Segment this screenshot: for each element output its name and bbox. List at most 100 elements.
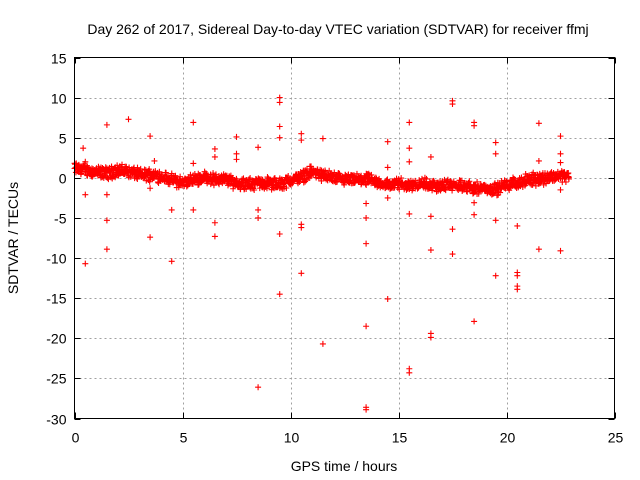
band-point xyxy=(358,172,365,179)
band-point xyxy=(89,173,96,180)
outlier-point xyxy=(492,150,499,157)
band-point xyxy=(134,175,141,182)
band-point xyxy=(125,172,132,179)
outlier-point xyxy=(190,160,197,167)
band-point xyxy=(239,176,246,183)
outlier-point xyxy=(276,291,283,298)
outlier-point xyxy=(406,369,413,376)
outlier-point xyxy=(276,134,283,141)
band-point xyxy=(264,174,271,181)
outlier-point xyxy=(557,133,564,140)
outlier-point xyxy=(276,99,283,106)
outlier-point xyxy=(319,340,326,347)
outlier-point xyxy=(406,119,413,126)
axis-ticks xyxy=(74,57,616,420)
outlier-point xyxy=(147,133,154,140)
band-point xyxy=(114,162,121,169)
x-axis-label: GPS time / hours xyxy=(291,458,398,474)
outlier-point xyxy=(255,206,262,213)
y-tick-label: 5 xyxy=(59,131,67,147)
outlier-point xyxy=(190,119,197,126)
outlier-point xyxy=(449,101,456,108)
outlier-point xyxy=(298,270,305,277)
outlier-point xyxy=(255,384,262,391)
outlier-point xyxy=(535,246,542,253)
outlier-point xyxy=(557,159,564,166)
band-point xyxy=(210,182,217,189)
outlier-point xyxy=(211,145,218,152)
outlier-point xyxy=(557,247,564,254)
outlier-point xyxy=(147,185,154,192)
outlier-point xyxy=(103,246,110,253)
outlier-point xyxy=(103,217,110,224)
x-tick-label: 25 xyxy=(608,430,624,446)
band-point xyxy=(302,178,309,185)
outlier-point xyxy=(147,234,154,241)
outlier-point xyxy=(492,217,499,224)
outlier-point xyxy=(384,138,391,145)
outlier-point xyxy=(384,194,391,201)
y-tick-label: -5 xyxy=(54,211,67,227)
outlier-point xyxy=(449,226,456,233)
outlier-point xyxy=(319,135,326,142)
outlier-point xyxy=(298,137,305,144)
band-point xyxy=(341,181,348,188)
band-point xyxy=(119,161,126,168)
outlier-point xyxy=(298,130,305,137)
outlier-point xyxy=(80,145,87,152)
y-tick-label: -15 xyxy=(46,291,66,307)
outlier-point xyxy=(82,191,89,198)
outlier-point xyxy=(363,214,370,221)
band-point xyxy=(423,175,430,182)
outlier-point xyxy=(211,219,218,226)
band-point xyxy=(134,164,141,171)
outlier-point xyxy=(557,186,564,193)
outlier-point xyxy=(363,323,370,330)
band-point xyxy=(466,178,473,185)
outlier-point xyxy=(276,123,283,130)
band-point xyxy=(562,179,569,186)
y-tick-label: 10 xyxy=(51,91,67,107)
outlier-point xyxy=(492,272,499,279)
outlier-point xyxy=(471,211,478,218)
outlier-point xyxy=(427,247,434,254)
y-tick-label: 15 xyxy=(51,51,67,67)
outlier-point xyxy=(406,210,413,217)
outlier-point xyxy=(514,222,521,229)
band-point xyxy=(497,189,504,196)
outlier-point xyxy=(406,158,413,165)
band-point xyxy=(363,181,370,188)
band-point xyxy=(303,177,310,184)
band-point xyxy=(127,173,134,180)
y-tick-label: -30 xyxy=(46,412,66,428)
outlier-point xyxy=(384,295,391,302)
band-point xyxy=(177,173,184,180)
band-point xyxy=(172,172,179,179)
outlier-point xyxy=(82,260,89,267)
chart-title: Day 262 of 2017, Sidereal Day-to-day VTE… xyxy=(87,21,588,37)
band-point xyxy=(283,185,290,192)
outlier-point xyxy=(363,406,370,413)
y-axis-label: SDTVAR / TECUs xyxy=(5,182,21,294)
band-point xyxy=(333,179,340,186)
outlier-point xyxy=(190,206,197,213)
outlier-point xyxy=(363,200,370,207)
x-tick-label: 20 xyxy=(500,430,516,446)
outlier-point xyxy=(211,233,218,240)
band-point xyxy=(511,176,518,183)
outlier-point xyxy=(471,318,478,325)
outlier-point xyxy=(514,272,521,279)
band-point xyxy=(187,171,194,178)
outlier-point xyxy=(492,139,499,146)
y-tick-label: 0 xyxy=(59,171,67,187)
band-point xyxy=(317,166,324,173)
outlier-point xyxy=(471,199,478,206)
outlier-point xyxy=(233,156,240,163)
outlier-point xyxy=(255,214,262,221)
x-tick-label: 0 xyxy=(72,430,80,446)
outlier-point xyxy=(298,224,305,231)
x-tick-label: 10 xyxy=(284,430,300,446)
outlier-point xyxy=(233,133,240,140)
grid-lines xyxy=(74,57,615,419)
